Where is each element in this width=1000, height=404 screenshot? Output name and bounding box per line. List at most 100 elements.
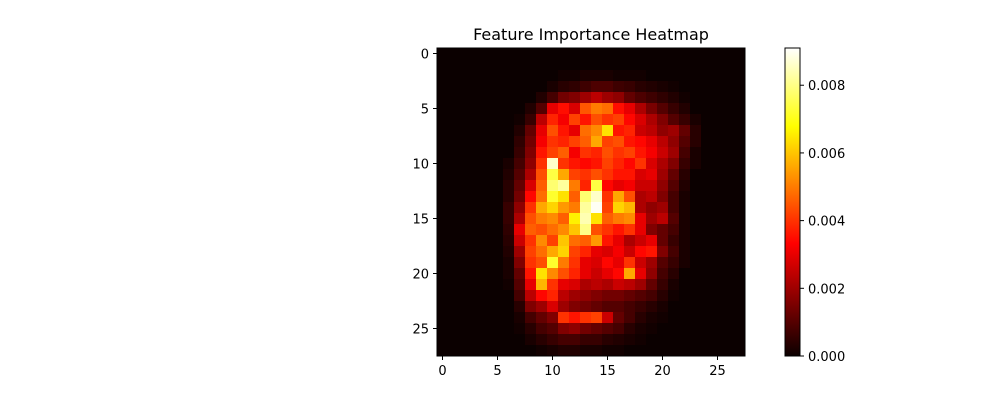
heatmap-cell xyxy=(723,103,735,115)
heatmap-cell xyxy=(536,169,548,181)
x-tick-label: 25 xyxy=(709,364,726,379)
heatmap-cell xyxy=(514,279,526,291)
heatmap-cell xyxy=(492,191,504,203)
heatmap-cell xyxy=(492,48,504,60)
heatmap-cell xyxy=(459,70,471,82)
heatmap-cell xyxy=(448,92,460,104)
heatmap-cell xyxy=(470,334,482,346)
heatmap-cell xyxy=(492,323,504,335)
heatmap-cell xyxy=(624,103,636,115)
x-tick-label: 5 xyxy=(493,364,501,379)
heatmap-cell xyxy=(679,125,691,137)
heatmap-cell xyxy=(591,70,603,82)
heatmap-cell xyxy=(613,268,625,280)
heatmap-cell xyxy=(723,158,735,170)
heatmap-cell xyxy=(635,345,647,357)
heatmap-cell xyxy=(723,290,735,302)
heatmap-cell xyxy=(536,301,548,313)
heatmap-cell xyxy=(536,235,548,247)
heatmap-cell xyxy=(437,257,449,269)
heatmap-cell xyxy=(602,92,614,104)
heatmap-cell xyxy=(536,81,548,93)
heatmap-cell xyxy=(668,125,680,137)
heatmap-cell xyxy=(536,59,548,71)
heatmap-cell xyxy=(470,323,482,335)
heatmap-cell xyxy=(712,246,724,258)
heatmap-cell xyxy=(690,301,702,313)
heatmap-cell xyxy=(448,147,460,159)
x-axis: 0 5 10 15 20 25 xyxy=(438,356,726,379)
heatmap-cell xyxy=(470,180,482,192)
heatmap-cell xyxy=(470,103,482,115)
heatmap-cell xyxy=(481,312,493,324)
heatmap-cell xyxy=(459,59,471,71)
heatmap-cell xyxy=(690,345,702,357)
heatmap-cell xyxy=(503,235,515,247)
heatmap-cell xyxy=(580,224,592,236)
heatmap-cell xyxy=(734,235,746,247)
heatmap-cell xyxy=(624,202,636,214)
heatmap-cell xyxy=(525,48,537,60)
heatmap-cell xyxy=(459,147,471,159)
heatmap-cell xyxy=(613,147,625,159)
heatmap-cell xyxy=(624,213,636,225)
heatmap-cell xyxy=(668,202,680,214)
heatmap-cell xyxy=(470,301,482,313)
heatmap-cell xyxy=(558,213,570,225)
heatmap-cell xyxy=(602,312,614,324)
heatmap-cell xyxy=(712,48,724,60)
heatmap-cell xyxy=(448,81,460,93)
heatmap-cell xyxy=(712,213,724,225)
heatmap-cell xyxy=(723,235,735,247)
heatmap-cell xyxy=(437,312,449,324)
heatmap-cell xyxy=(503,257,515,269)
heatmap-cell xyxy=(536,345,548,357)
heatmap-cell xyxy=(558,147,570,159)
heatmap-cell xyxy=(448,103,460,115)
heatmap-cell xyxy=(657,103,669,115)
heatmap-cell xyxy=(470,246,482,258)
heatmap-cell xyxy=(525,246,537,258)
heatmap-cell xyxy=(723,191,735,203)
heatmap-cell xyxy=(459,125,471,137)
heatmap-cell xyxy=(734,70,746,82)
heatmap-cell xyxy=(525,345,537,357)
heatmap-cell xyxy=(437,92,449,104)
heatmap-cell xyxy=(657,257,669,269)
heatmap-cell xyxy=(624,246,636,258)
heatmap-cell xyxy=(690,114,702,126)
heatmap-cell xyxy=(492,158,504,170)
heatmap-cell xyxy=(558,103,570,115)
heatmap-cell xyxy=(503,125,515,137)
heatmap-cell xyxy=(657,202,669,214)
heatmap-cell xyxy=(470,279,482,291)
heatmap-cell xyxy=(635,334,647,346)
heatmap-cell xyxy=(547,59,559,71)
heatmap-cell xyxy=(613,158,625,170)
heatmap-cell xyxy=(448,312,460,324)
heatmap-cell xyxy=(734,158,746,170)
heatmap-cell xyxy=(613,301,625,313)
heatmap-cell xyxy=(514,301,526,313)
heatmap-cell xyxy=(437,279,449,291)
heatmap-cell xyxy=(635,169,647,181)
heatmap-cell xyxy=(613,345,625,357)
heatmap-cell xyxy=(492,114,504,126)
heatmap-cell xyxy=(558,81,570,93)
heatmap-cell xyxy=(657,169,669,181)
heatmap-cell xyxy=(569,246,581,258)
heatmap-cell xyxy=(668,334,680,346)
heatmap-cell xyxy=(569,290,581,302)
heatmap-cell xyxy=(503,312,515,324)
heatmap-cell xyxy=(481,70,493,82)
heatmap-cell xyxy=(558,268,570,280)
heatmap-cell xyxy=(470,213,482,225)
heatmap-cell xyxy=(723,169,735,181)
heatmap-cell xyxy=(591,125,603,137)
heatmap-cell xyxy=(646,290,658,302)
heatmap-cell xyxy=(448,301,460,313)
heatmap-cell xyxy=(448,334,460,346)
heatmap-cell xyxy=(635,246,647,258)
x-tick-label: 10 xyxy=(544,364,561,379)
plot-frame xyxy=(436,47,746,357)
